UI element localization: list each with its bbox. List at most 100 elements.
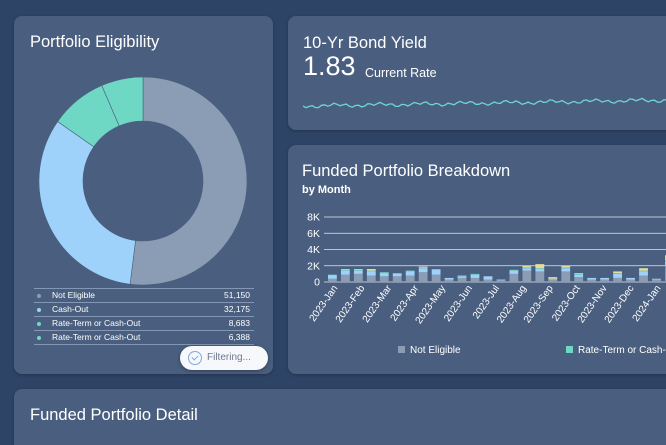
- bar-segment[interactable]: [353, 270, 363, 274]
- bar-segment[interactable]: [483, 279, 493, 282]
- bar-segment[interactable]: [626, 279, 635, 282]
- bar-segment[interactable]: [652, 278, 661, 280]
- bar-segment[interactable]: [353, 273, 363, 282]
- funded-detail-panel: Funded Portfolio Detail: [14, 389, 666, 445]
- bar-segment[interactable]: [470, 274, 480, 278]
- bar-segment[interactable]: [652, 279, 661, 282]
- bar-segment[interactable]: [613, 273, 622, 274]
- bar-segment[interactable]: [328, 275, 337, 279]
- bar-segment[interactable]: [444, 277, 454, 280]
- bar-segment[interactable]: [340, 269, 350, 270]
- donut-slice[interactable]: [101, 76, 144, 127]
- bar-segment[interactable]: [431, 269, 441, 270]
- legend-rate-term[interactable]: Rate-Term or Cash-: [566, 345, 666, 356]
- funded-detail-title: Funded Portfolio Detail: [30, 406, 198, 424]
- bar-segment[interactable]: [587, 277, 597, 280]
- donut-slice[interactable]: [129, 76, 248, 286]
- y-tick-label: 8K: [307, 212, 320, 224]
- bar-segment[interactable]: [626, 277, 635, 280]
- bar-segment[interactable]: [431, 274, 441, 282]
- bar-segment[interactable]: [574, 273, 584, 275]
- bar-segment[interactable]: [328, 274, 337, 276]
- legend-row[interactable]: Not Eligible 51,150: [34, 288, 254, 302]
- eligibility-donut-chart[interactable]: [34, 72, 252, 290]
- bar-segment[interactable]: [379, 273, 389, 277]
- bar-segment[interactable]: [405, 270, 415, 272]
- bar-segment[interactable]: [418, 267, 428, 269]
- bar-segment[interactable]: [366, 269, 376, 271]
- bar-segment[interactable]: [431, 269, 441, 275]
- bar-segment[interactable]: [340, 269, 350, 271]
- bar-segment[interactable]: [522, 267, 532, 269]
- bar-segment[interactable]: [470, 273, 480, 275]
- bar-segment[interactable]: [548, 278, 558, 280]
- bar-segment[interactable]: [535, 271, 545, 282]
- bar-segment[interactable]: [405, 275, 415, 283]
- bar-segment[interactable]: [535, 264, 545, 269]
- bar-segment[interactable]: [496, 280, 506, 282]
- bar-segment[interactable]: [457, 275, 467, 277]
- legend-not-eligible[interactable]: Not Eligible: [398, 345, 461, 356]
- donut-slice[interactable]: [38, 121, 136, 285]
- legend-row[interactable]: Rate-Term or Cash-Out 8,683: [34, 316, 254, 330]
- legend-row[interactable]: Cash-Out 32,175: [34, 302, 254, 316]
- bar-segment[interactable]: [353, 269, 363, 271]
- bar-segment[interactable]: [366, 275, 376, 283]
- spinner-icon: [188, 351, 202, 365]
- bar-segment[interactable]: [613, 271, 622, 274]
- bar-segment[interactable]: [405, 271, 415, 276]
- bar-segment[interactable]: [535, 268, 545, 269]
- bar-segment[interactable]: [639, 270, 648, 272]
- filtering-indicator: Filtering...: [180, 346, 268, 370]
- bar-segment[interactable]: [418, 272, 428, 282]
- bar-segment[interactable]: [561, 271, 571, 282]
- bar-segment[interactable]: [613, 273, 622, 278]
- bar-segment[interactable]: [574, 277, 584, 282]
- bar-segment[interactable]: [392, 273, 402, 274]
- bar-segment[interactable]: [483, 276, 493, 280]
- bond-yield-sparkline[interactable]: [303, 94, 666, 116]
- bar-segment[interactable]: [639, 271, 648, 276]
- bar-segment[interactable]: [457, 277, 467, 282]
- bar-segment[interactable]: [600, 277, 610, 280]
- bar-segment[interactable]: [561, 267, 571, 269]
- bar-segment[interactable]: [366, 271, 376, 276]
- funded-breakdown-bar-chart[interactable]: 8K6K4K2K02023-Jan2023-Feb2023-Mar2023-Ap…: [288, 205, 666, 345]
- bar-segment[interactable]: [328, 278, 337, 282]
- bar-segment[interactable]: [522, 265, 532, 268]
- bar-segment[interactable]: [535, 269, 545, 272]
- bar-segment[interactable]: [340, 270, 350, 275]
- bar-segment[interactable]: [548, 277, 558, 279]
- bar-segment[interactable]: [574, 274, 584, 278]
- bar-segment[interactable]: [509, 270, 519, 274]
- bar-segment[interactable]: [548, 279, 558, 282]
- bar-segment[interactable]: [639, 268, 648, 271]
- legend-row[interactable]: Rate-Term or Cash-Out 6,388: [34, 330, 254, 344]
- bar-segment[interactable]: [470, 277, 480, 282]
- bar-segment[interactable]: [600, 279, 610, 282]
- y-tick-label: 6K: [307, 228, 320, 240]
- bar-segment[interactable]: [496, 279, 506, 281]
- bar-segment[interactable]: [587, 279, 597, 282]
- bar-segment[interactable]: [418, 268, 428, 273]
- bar-segment[interactable]: [353, 269, 363, 270]
- legend-divider: [34, 344, 254, 345]
- bar-segment[interactable]: [561, 265, 571, 268]
- bar-segment[interactable]: [392, 276, 402, 282]
- bar-segment[interactable]: [340, 274, 350, 282]
- bar-segment[interactable]: [613, 277, 622, 282]
- bar-segment[interactable]: [509, 269, 519, 271]
- bar-segment[interactable]: [522, 270, 532, 282]
- bar-segment[interactable]: [379, 276, 389, 282]
- bar-segment[interactable]: [418, 266, 428, 268]
- bar-segment[interactable]: [392, 273, 402, 277]
- bar-segment[interactable]: [509, 273, 519, 282]
- bar-segment[interactable]: [457, 276, 467, 278]
- bar-segment[interactable]: [522, 268, 532, 271]
- bar-segment[interactable]: [561, 268, 571, 272]
- bar-segment[interactable]: [574, 273, 584, 274]
- bar-segment[interactable]: [366, 270, 376, 272]
- bar-segment[interactable]: [379, 272, 389, 274]
- bar-segment[interactable]: [639, 275, 648, 283]
- bar-segment[interactable]: [444, 279, 454, 282]
